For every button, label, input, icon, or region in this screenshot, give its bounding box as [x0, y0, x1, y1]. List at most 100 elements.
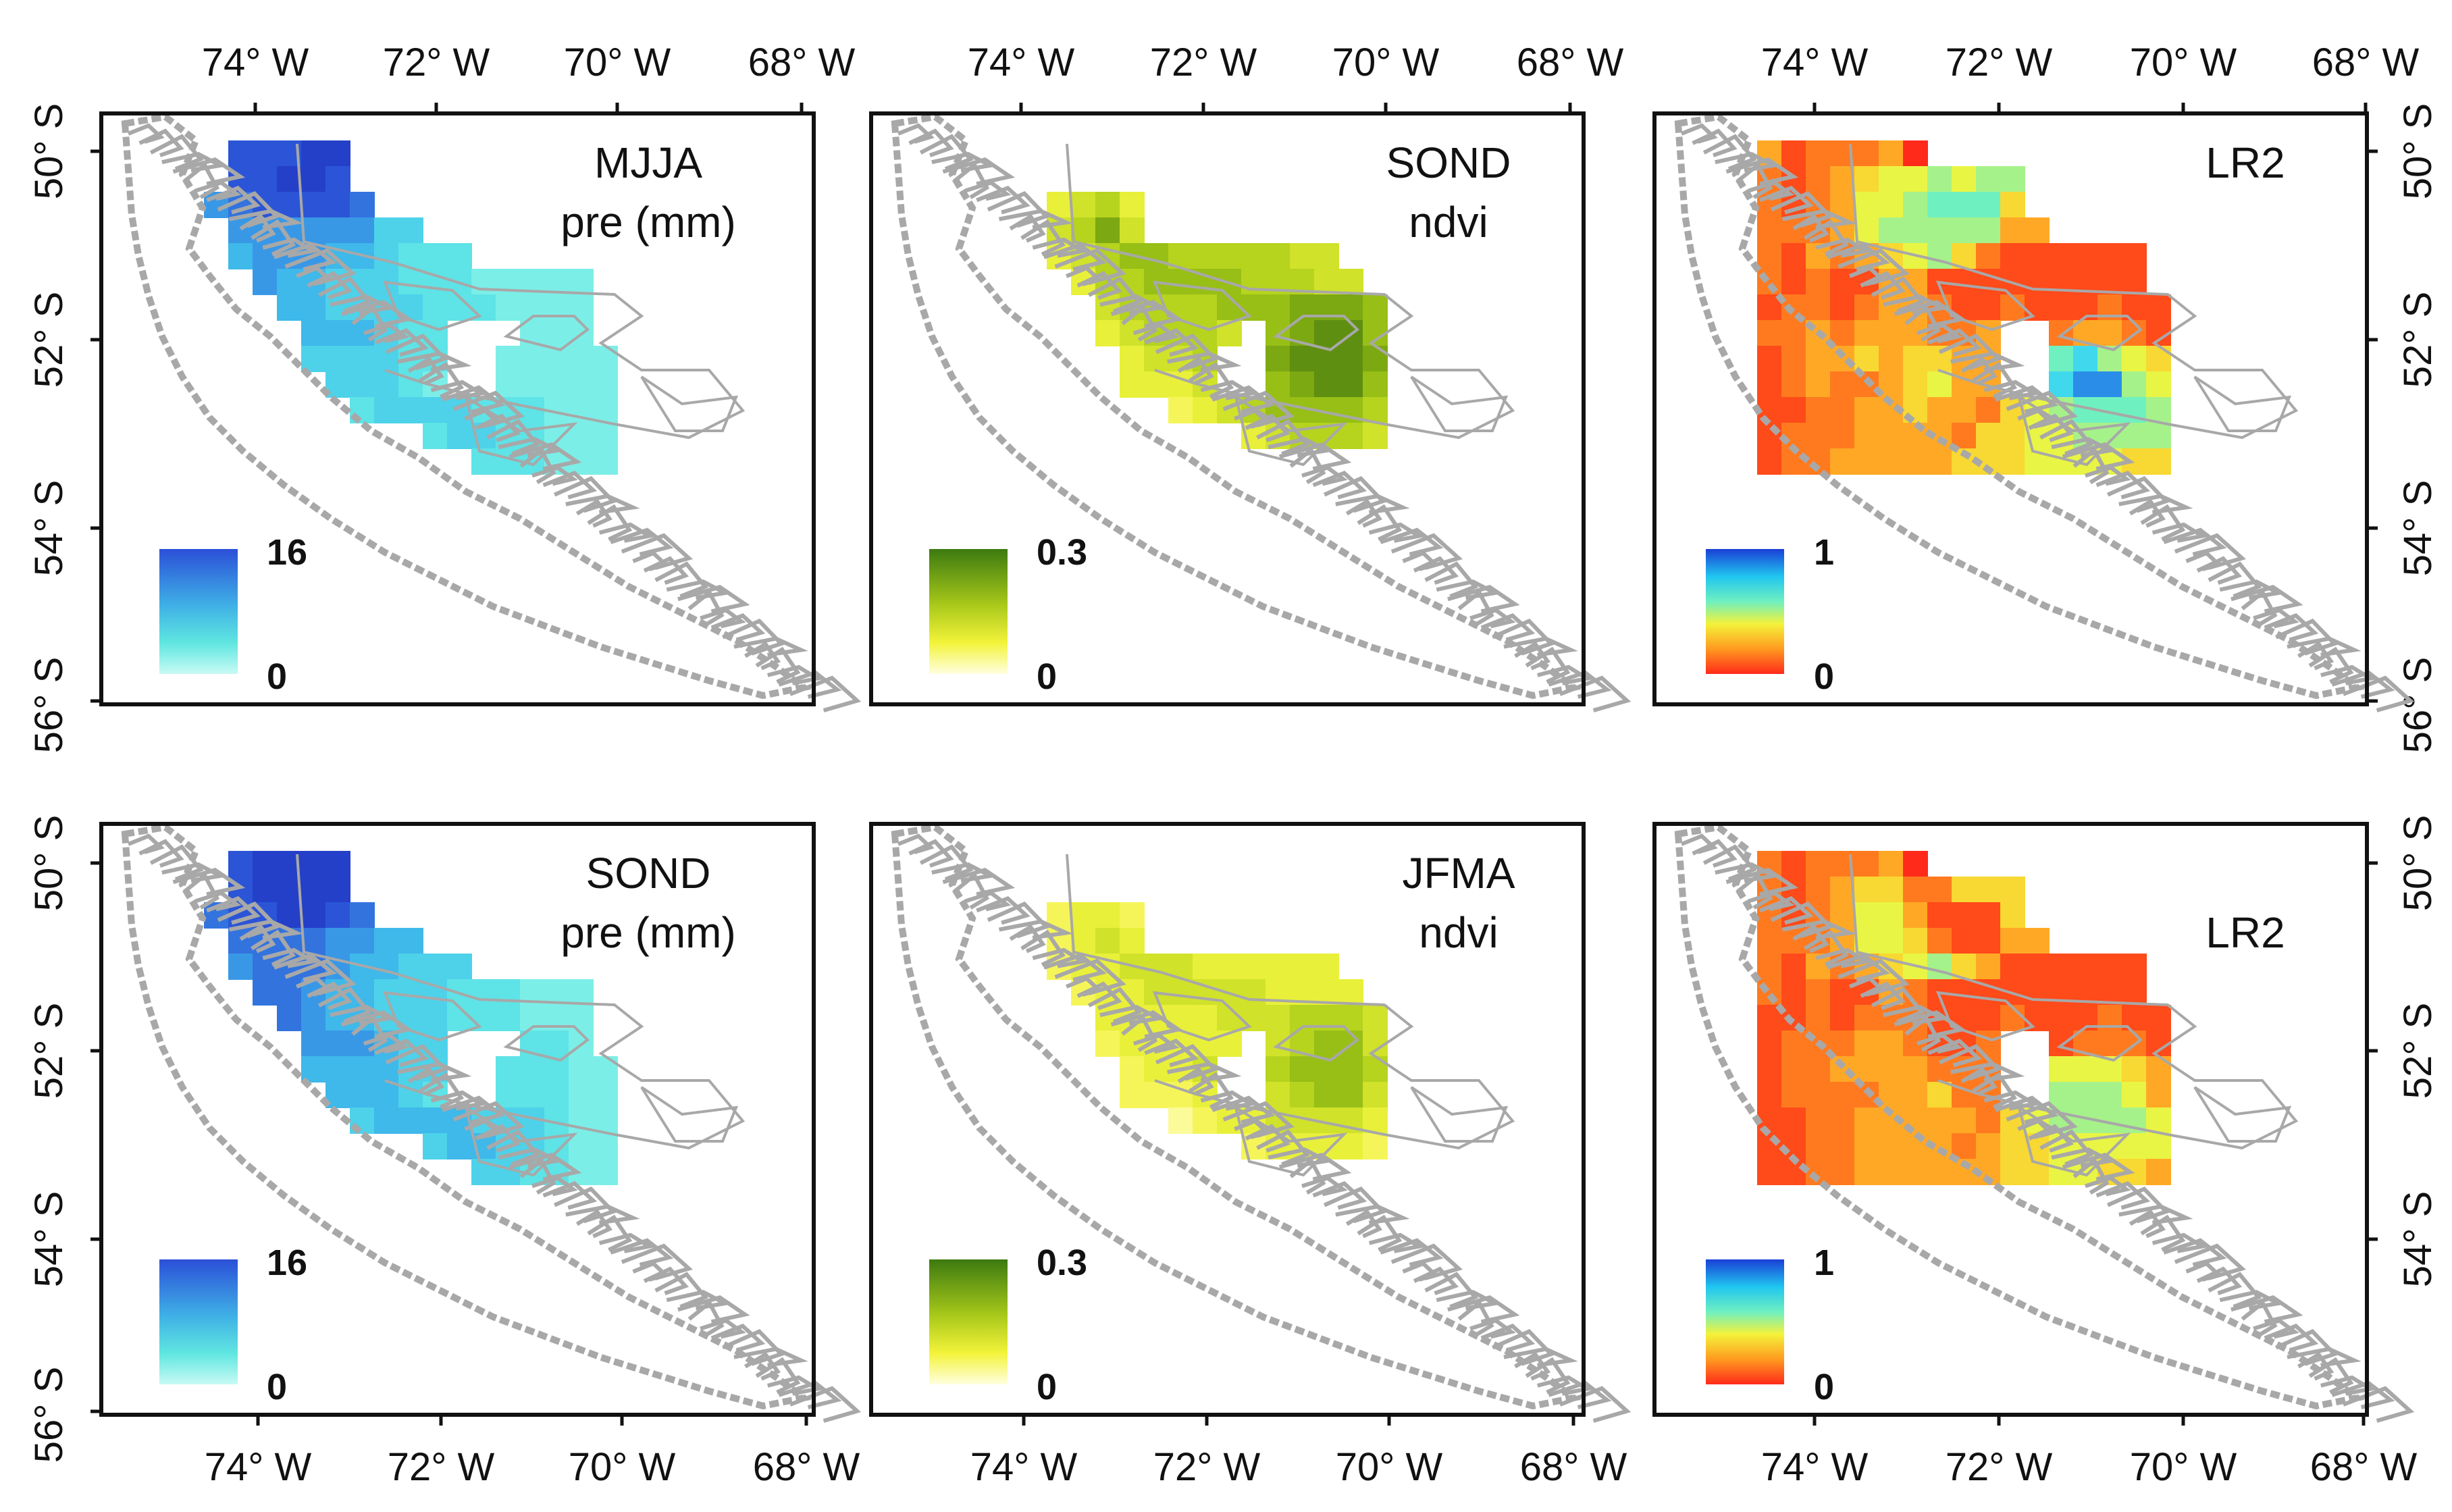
- raster-cell: [350, 1082, 375, 1108]
- raster-cell: [2146, 294, 2171, 321]
- fjord: [1871, 987, 1925, 1024]
- fjord: [1983, 1090, 2040, 1111]
- fjord: [2129, 498, 2166, 528]
- y-tick-label: 56° S: [27, 657, 71, 754]
- raster-cell: [253, 269, 278, 295]
- raster-cell: [1927, 243, 1952, 269]
- raster-cell: [1806, 877, 1831, 903]
- coastline: [121, 823, 812, 1410]
- legend-min-label: 0: [1037, 656, 1057, 697]
- fjord: [1368, 522, 1425, 543]
- fjord: [1278, 1153, 1352, 1182]
- y-tick-label: 56° S: [2396, 657, 2440, 754]
- fjord: [1032, 947, 1089, 968]
- raster-cell: [1095, 928, 1120, 954]
- raster-cell: [2025, 217, 2050, 244]
- fjord: [744, 641, 781, 671]
- fjord: [1736, 872, 1773, 910]
- raster-cell: [1363, 371, 1388, 398]
- raster-cell: [2073, 371, 2098, 398]
- raster-cell: [1854, 140, 1879, 167]
- fjord: [1559, 1386, 1632, 1423]
- raster-cell: [1830, 979, 1855, 1006]
- raster-cell: [1120, 217, 1145, 244]
- raster-cell: [2000, 217, 2025, 244]
- legend-colorbar: [929, 549, 1008, 674]
- fjord: [363, 323, 410, 344]
- fjord: [1368, 1232, 1425, 1253]
- raster-cell: [2049, 320, 2074, 346]
- raster-cell: [1927, 217, 1952, 244]
- raster-cell: [325, 166, 350, 192]
- raster-cell: [1757, 243, 1782, 269]
- fjord: [262, 237, 319, 258]
- raster-cell: [2049, 954, 2074, 980]
- fjord: [2085, 1176, 2131, 1197]
- legend-colorbar: [159, 1259, 238, 1384]
- fjord: [1916, 1033, 1963, 1054]
- raster-cell: [350, 217, 375, 244]
- coastline: [1066, 854, 1515, 1150]
- raster-cell: [1830, 448, 1855, 475]
- raster-cell: [593, 371, 618, 398]
- fjord: [953, 161, 990, 199]
- raster-cell: [1879, 217, 1904, 244]
- y-tick-label: 50° S: [27, 815, 71, 912]
- x-tick-label: 68° W: [748, 41, 856, 84]
- fjord: [486, 1129, 541, 1166]
- panel-title-line1: SOND: [586, 849, 711, 897]
- x-tick-label: 74° W: [205, 1445, 312, 1489]
- raster-cell: [1168, 979, 1193, 1006]
- raster-cell: [1879, 1159, 1904, 1185]
- legend-min-label: 0: [1037, 1367, 1057, 1407]
- ticks: [1022, 1415, 1575, 1426]
- fjord: [1189, 1072, 1234, 1110]
- legend-min-label: 0: [267, 656, 287, 697]
- raster-cell: [1903, 1159, 1928, 1185]
- panel-title-line2: pre (mm): [560, 908, 736, 957]
- y-tick-label: 54° S: [2396, 480, 2440, 577]
- fjord: [1849, 265, 1887, 286]
- raster-cell: [423, 243, 448, 269]
- raster-cell: [569, 1082, 594, 1108]
- raster-cell: [325, 217, 350, 244]
- raster-cell: [2000, 192, 2025, 218]
- raster-cell: [301, 877, 326, 903]
- raster-cell: [1338, 979, 1363, 1006]
- raster-cell: [593, 1056, 618, 1083]
- fjord: [531, 1176, 578, 1197]
- fjord: [2297, 641, 2334, 671]
- raster-cell: [593, 397, 618, 423]
- raster-cell: [1830, 1133, 1855, 1159]
- fjord: [531, 465, 578, 486]
- raster-cell: [350, 1056, 375, 1083]
- raster-cell: [2000, 928, 2025, 954]
- y-tick-label: 54° S: [2396, 1191, 2440, 1288]
- raster-cell: [350, 902, 375, 929]
- coastline: [1410, 375, 1509, 432]
- raster-cell: [1806, 294, 1831, 321]
- raster-cell: [1781, 979, 1806, 1006]
- raster-cell: [1266, 243, 1290, 269]
- fjord: [1032, 237, 1089, 258]
- fjord: [1983, 380, 2040, 400]
- raster-cell: [1976, 1107, 2001, 1134]
- raster-cell: [325, 851, 350, 877]
- raster-cell: [1976, 954, 2001, 980]
- raster-cell: [1806, 1133, 1831, 1159]
- raster-cell: [1976, 243, 2001, 269]
- x-tick-label: 70° W: [2130, 1445, 2237, 1489]
- raster-cell: [277, 294, 302, 321]
- fjord: [1525, 1357, 1571, 1394]
- raster-cell: [1854, 851, 1879, 877]
- raster-cell: [2146, 397, 2171, 423]
- raster-cell: [520, 371, 545, 398]
- fjord: [1960, 356, 1998, 386]
- raster-cell: [496, 1005, 521, 1031]
- raster-cell: [1757, 1031, 1782, 1057]
- fjord: [2072, 1157, 2110, 1195]
- fjord: [1009, 924, 1046, 954]
- coastline: [891, 823, 1582, 1410]
- raster-cell: [1976, 397, 2001, 423]
- raster-cell: [1757, 1159, 1782, 1185]
